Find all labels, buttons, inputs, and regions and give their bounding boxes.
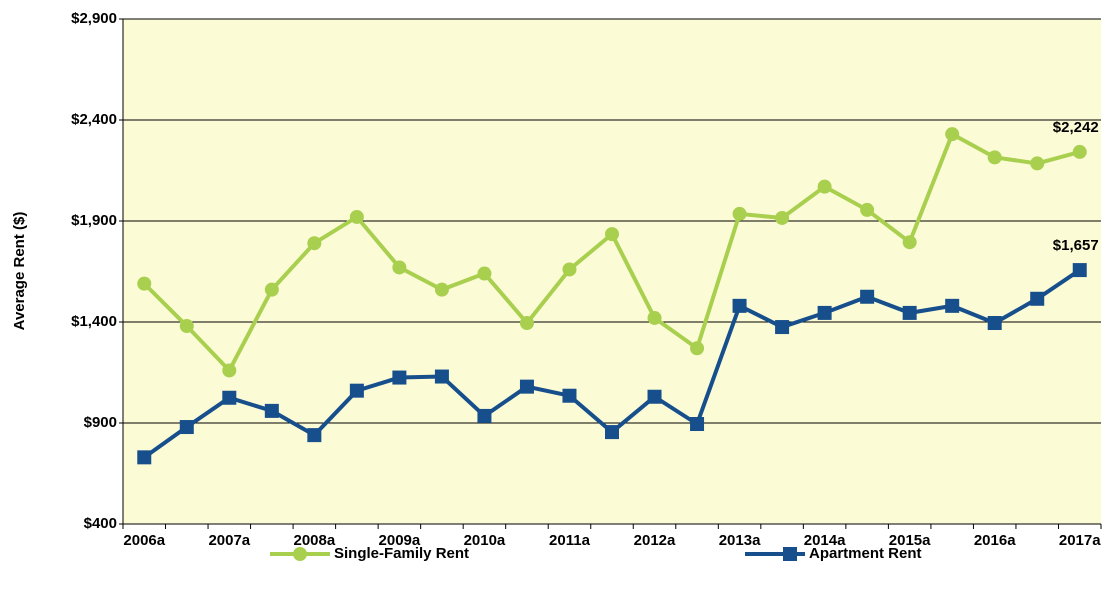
data-point bbox=[562, 388, 577, 403]
legend-marker bbox=[293, 547, 307, 561]
data-point bbox=[434, 282, 449, 297]
data-point bbox=[605, 227, 619, 242]
data-point bbox=[349, 209, 364, 224]
data-point bbox=[860, 289, 875, 304]
data-point bbox=[817, 305, 832, 320]
x-tick-label: 2006a bbox=[123, 532, 165, 549]
data-point bbox=[1030, 156, 1045, 171]
data-point bbox=[902, 235, 917, 250]
data-point bbox=[647, 310, 662, 325]
data-point bbox=[1030, 291, 1045, 306]
data-point bbox=[817, 179, 832, 194]
data-point bbox=[987, 316, 1002, 331]
data-point bbox=[392, 370, 407, 385]
y-tick-label: $400 bbox=[84, 515, 117, 532]
data-point bbox=[179, 319, 194, 334]
x-tick-label: 2014a bbox=[804, 532, 846, 549]
data-point bbox=[519, 316, 534, 331]
data-point bbox=[349, 383, 364, 398]
data-label: $2,242 bbox=[1053, 119, 1099, 136]
data-point bbox=[945, 127, 960, 142]
legend-marker bbox=[783, 547, 797, 561]
y-tick-label: $900 bbox=[84, 414, 117, 431]
y-axis-title: Average Rent ($) bbox=[11, 212, 28, 331]
legend-label: Single-Family Rent bbox=[334, 545, 469, 562]
data-point bbox=[222, 390, 237, 405]
y-tick-label: $1,400 bbox=[71, 313, 117, 330]
y-tick-label: $2,900 bbox=[71, 10, 117, 27]
data-point bbox=[477, 408, 492, 423]
x-tick-label: 2011a bbox=[549, 532, 591, 549]
data-point bbox=[690, 417, 705, 432]
data-point bbox=[860, 202, 875, 217]
data-point bbox=[775, 210, 790, 225]
data-point bbox=[1072, 263, 1087, 278]
data-point bbox=[519, 379, 534, 394]
plot-area bbox=[123, 19, 1101, 524]
x-tick-label: 2012a bbox=[634, 532, 676, 549]
x-tick-label: 2010a bbox=[464, 532, 506, 549]
data-point bbox=[137, 450, 152, 465]
data-point bbox=[137, 276, 152, 291]
x-tick-label: 2015a bbox=[889, 532, 931, 549]
data-point bbox=[179, 420, 194, 435]
x-tick-label: 2007a bbox=[208, 532, 250, 549]
data-point bbox=[434, 369, 449, 384]
data-point bbox=[690, 341, 705, 356]
y-tick-label: $2,400 bbox=[71, 111, 117, 128]
x-tick-label: 2017a bbox=[1059, 532, 1101, 549]
data-point bbox=[1072, 144, 1087, 159]
data-point bbox=[902, 305, 917, 320]
data-point bbox=[307, 428, 322, 443]
data-point bbox=[477, 266, 492, 281]
x-tick-label: 2008a bbox=[293, 532, 335, 549]
x-tick-label: 2009a bbox=[379, 532, 421, 549]
x-tick-label: 2013a bbox=[719, 532, 761, 549]
data-point bbox=[732, 206, 747, 221]
data-point bbox=[264, 403, 279, 418]
data-point bbox=[945, 298, 960, 313]
data-point bbox=[732, 298, 747, 313]
x-tick-label: 2016a bbox=[974, 532, 1016, 549]
data-point bbox=[775, 320, 790, 335]
data-label: $1,657 bbox=[1053, 237, 1099, 254]
data-point bbox=[222, 363, 237, 378]
data-point bbox=[307, 236, 322, 251]
data-point bbox=[987, 150, 1002, 165]
data-point bbox=[562, 262, 577, 277]
data-point bbox=[647, 389, 662, 404]
data-point bbox=[392, 260, 407, 275]
legend-label: Apartment Rent bbox=[809, 545, 922, 562]
y-tick-label: $1,900 bbox=[71, 212, 117, 229]
data-point bbox=[605, 425, 619, 440]
data-point bbox=[264, 282, 279, 297]
